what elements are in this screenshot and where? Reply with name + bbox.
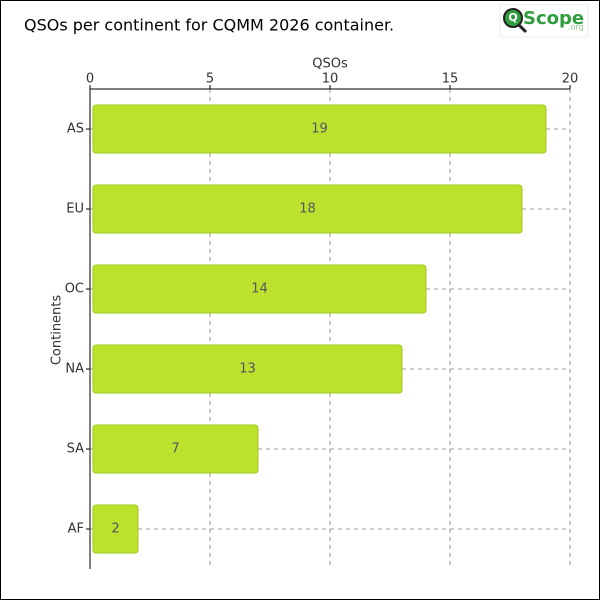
bar [92,504,139,554]
y-tick-label: EU [66,202,84,217]
bar [92,184,523,234]
logo: Q Scope .org [499,4,589,38]
logo-domain: .org [568,23,584,32]
x-tick-label: 15 [442,72,459,87]
value-label: 13 [239,362,256,377]
value-label: 19 [311,122,328,137]
logo-name: Scope [523,8,584,29]
y-tick-label: AS [67,122,84,137]
x-tick-label: 10 [322,72,339,87]
y-tick-label: OC [65,282,84,297]
x-tick-label: 5 [206,72,214,87]
bar [92,264,427,314]
logo-lens [503,8,523,28]
y-tick-label: AF [68,522,84,537]
bar [92,104,547,154]
value-label: 7 [171,442,179,457]
logo-handle [517,23,528,34]
x-axis-label: QSOs [312,57,348,72]
y-tick-label: NA [65,362,84,377]
y-axis-label: Continents [50,295,65,366]
chart-title: QSOs per continent for CQMM 2026 contain… [24,16,394,35]
x-tick-label: 0 [86,72,94,87]
value-label: 2 [111,522,119,537]
logo-mark: Q [508,11,517,24]
y-tick-label: SA [67,442,84,457]
x-tick-label: 20 [562,72,579,87]
value-label: 14 [251,282,268,297]
bar [92,424,259,474]
value-label: 18 [299,202,316,217]
bar [92,344,403,394]
